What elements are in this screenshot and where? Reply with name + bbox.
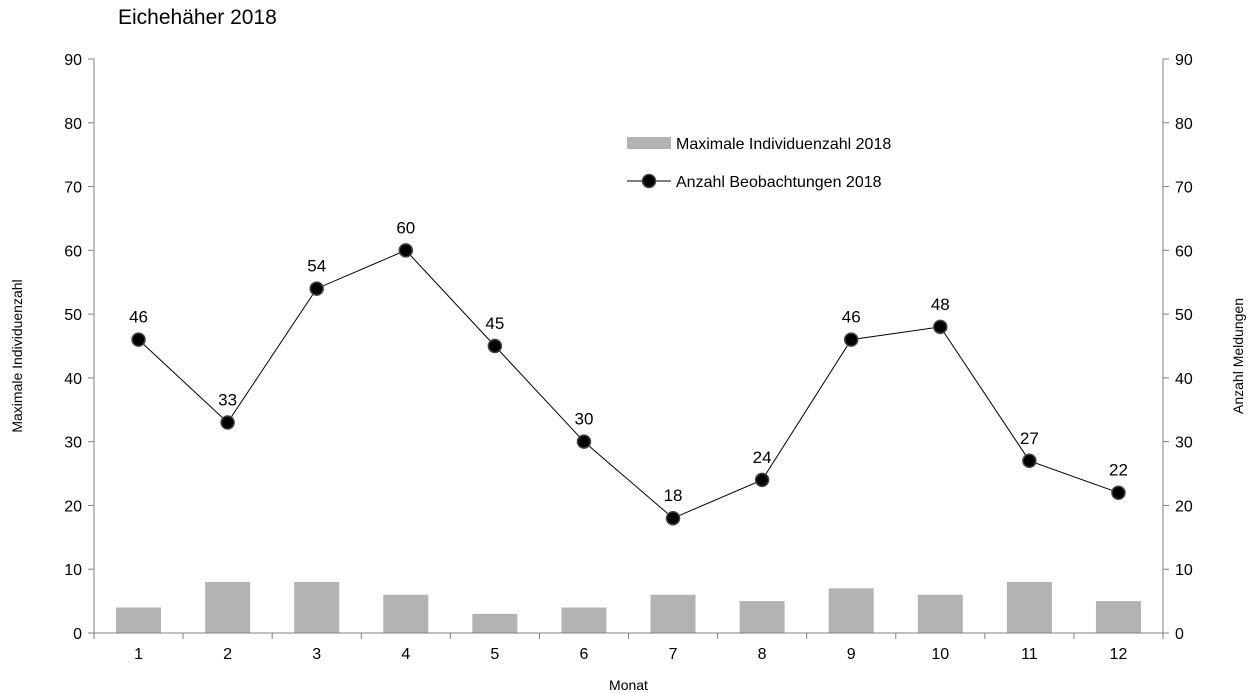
y-tick-label-left: 50 [64,307,82,324]
legend-swatch-bars [627,137,671,149]
line-point [487,338,503,354]
data-label: 30 [574,410,593,429]
y-tick-label-left: 90 [64,52,82,69]
line-point [933,319,948,335]
y-tick-label-left: 60 [64,243,82,260]
bar-series [116,581,1141,633]
data-label: 48 [931,295,950,314]
legend: Maximale Individuenzahl 2018 Anzahl Beoba… [627,136,891,191]
x-tick-label: 4 [401,646,410,663]
line-series: 46 33 54 60 45 30 18 24 46 48 27 22 [129,218,1128,526]
y-tick-label-right: 50 [1175,307,1193,324]
y-tick-label-right: 10 [1175,562,1193,579]
line-point [398,243,414,258]
data-label: 60 [396,218,415,237]
data-label: 18 [664,486,683,505]
y-tick-label-left: 10 [64,562,82,579]
line-point [131,332,146,347]
data-label: 33 [218,391,237,410]
data-label: 54 [307,257,326,276]
y-tick-label-right: 70 [1175,180,1193,197]
line-point [220,415,235,430]
line-point [665,510,681,526]
x-tick-label: 7 [669,646,678,663]
y-axis-left-title: Maximale Individuenzahl [9,279,25,432]
x-tick-label: 2 [223,646,232,663]
x-tick-label: 11 [1021,646,1038,663]
y-tick-label-right: 20 [1175,498,1193,515]
bar [205,581,251,633]
data-label: 46 [842,308,861,327]
bar [917,594,963,633]
y-tick-label-left: 30 [64,435,82,452]
y-axis-right-title: Anzahl Meldungen [1230,298,1246,414]
bar [561,607,607,633]
x-tick-label: 1 [134,646,143,663]
data-label: 27 [1020,429,1039,448]
y-tick-label-left: 80 [64,116,82,133]
bar [383,594,429,633]
bar [828,588,874,633]
legend-label-bars: Maximale Individuenzahl 2018 [676,136,891,153]
chart-title: Eichehäher 2018 [118,6,277,29]
bar [294,581,340,633]
line-point [843,332,859,347]
x-tick-label: 9 [847,646,856,663]
line-point [1022,453,1037,469]
data-label: 24 [753,448,772,467]
data-label: 45 [485,314,504,333]
bar [1095,601,1141,633]
bar [739,601,785,633]
bar [1006,581,1052,633]
x-tick-label: 12 [1110,646,1128,663]
legend-label-line: Anzahl Beobachtungen 2018 [676,174,882,191]
x-axis-title: Monat [609,677,648,693]
x-tick-label: 6 [580,646,589,663]
y-tick-label-right: 30 [1175,435,1193,452]
y-tick-label-left: 70 [64,180,82,197]
bar [472,613,518,633]
bar [650,594,696,633]
y-tick-label-right: 40 [1175,371,1193,388]
bar [116,607,162,633]
y-tick-label-left: 20 [64,498,82,515]
y-tick-label-right: 0 [1175,626,1184,643]
y-tick-label-left: 40 [64,371,82,388]
y-tick-label-right: 60 [1175,243,1193,260]
line-path [138,249,1119,519]
legend-swatch-marker [641,173,657,189]
data-label: 22 [1109,461,1128,480]
x-tick-label: 5 [490,646,499,663]
line-point [754,472,770,488]
line-point [309,281,324,296]
y-tick-label-right: 90 [1175,52,1193,69]
x-tick-label: 8 [758,646,767,663]
y-tick-label-right: 80 [1175,116,1193,133]
line-point [1111,485,1126,500]
data-label: 46 [129,308,148,327]
x-tick-label: 3 [312,646,321,663]
line-point [576,434,592,449]
y-tick-label-left: 0 [73,626,82,643]
x-tick-label: 10 [931,646,949,663]
